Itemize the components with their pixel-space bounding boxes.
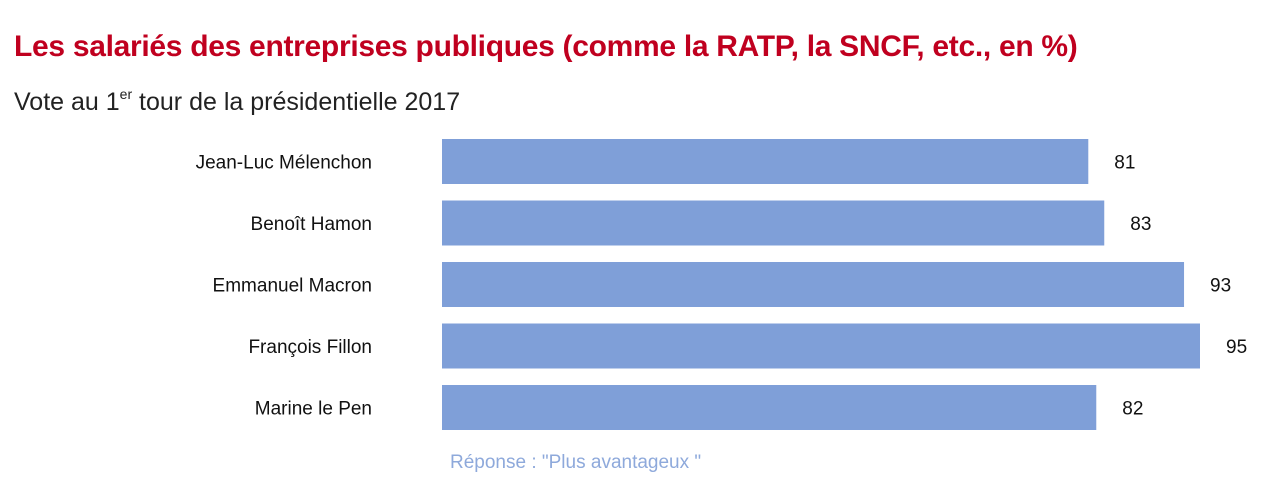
value-label: 95	[1226, 337, 1247, 358]
bar	[442, 139, 1089, 184]
response-note: Réponse : "Plus avantageux "	[450, 452, 702, 473]
value-label: 93	[1210, 276, 1231, 297]
subtitle-suffix: tour de la présidentielle 2017	[132, 88, 461, 116]
category-label: Emmanuel Macron	[213, 276, 372, 297]
category-label: Benoît Hamon	[251, 214, 372, 235]
subtitle-sup: er	[119, 86, 133, 102]
bar	[442, 323, 1200, 369]
value-label: 81	[1114, 153, 1135, 174]
value-label: 82	[1122, 399, 1143, 420]
chart-title: Les salariés des entreprises publiques (…	[14, 30, 1078, 63]
bar	[442, 262, 1185, 307]
bar	[442, 200, 1105, 246]
category-label: Jean-Luc Mélenchon	[196, 153, 372, 174]
category-label: François Fillon	[248, 337, 372, 358]
value-label: 83	[1130, 214, 1151, 235]
subtitle-prefix: Vote au 1	[14, 88, 120, 116]
category-label: Marine le Pen	[255, 399, 372, 420]
chart-subtitle: Vote au 1er tour de la présidentielle 20…	[14, 86, 461, 117]
bar	[442, 385, 1097, 430]
